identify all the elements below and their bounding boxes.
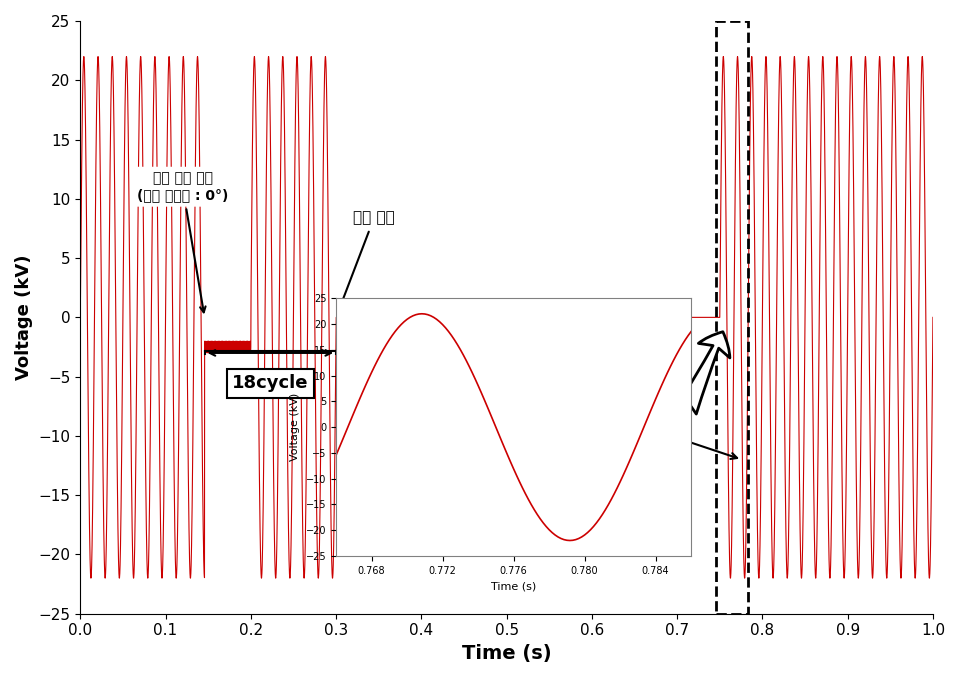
Text: 트립 시점: 트립 시점 (337, 211, 395, 313)
Bar (715, 21, 748, 614)
X-axis label: Time (s): Time (s) (462, 644, 551, 663)
Text: 재폐로 시점
(투입 위상각 : 0°): 재폐로 시점 (투입 위상각 : 0°) (440, 359, 737, 459)
Text: 18cycle: 18cycle (232, 374, 308, 393)
X-axis label: Time (s): Time (s) (491, 581, 537, 591)
Y-axis label: Voltage (kV): Voltage (kV) (15, 255, 33, 380)
Y-axis label: Voltage (kV): Voltage (kV) (290, 393, 300, 461)
Text: 고장 발생 시점
(고장 발생각 : 0°): 고장 발생 시점 (고장 발생각 : 0°) (137, 172, 228, 313)
